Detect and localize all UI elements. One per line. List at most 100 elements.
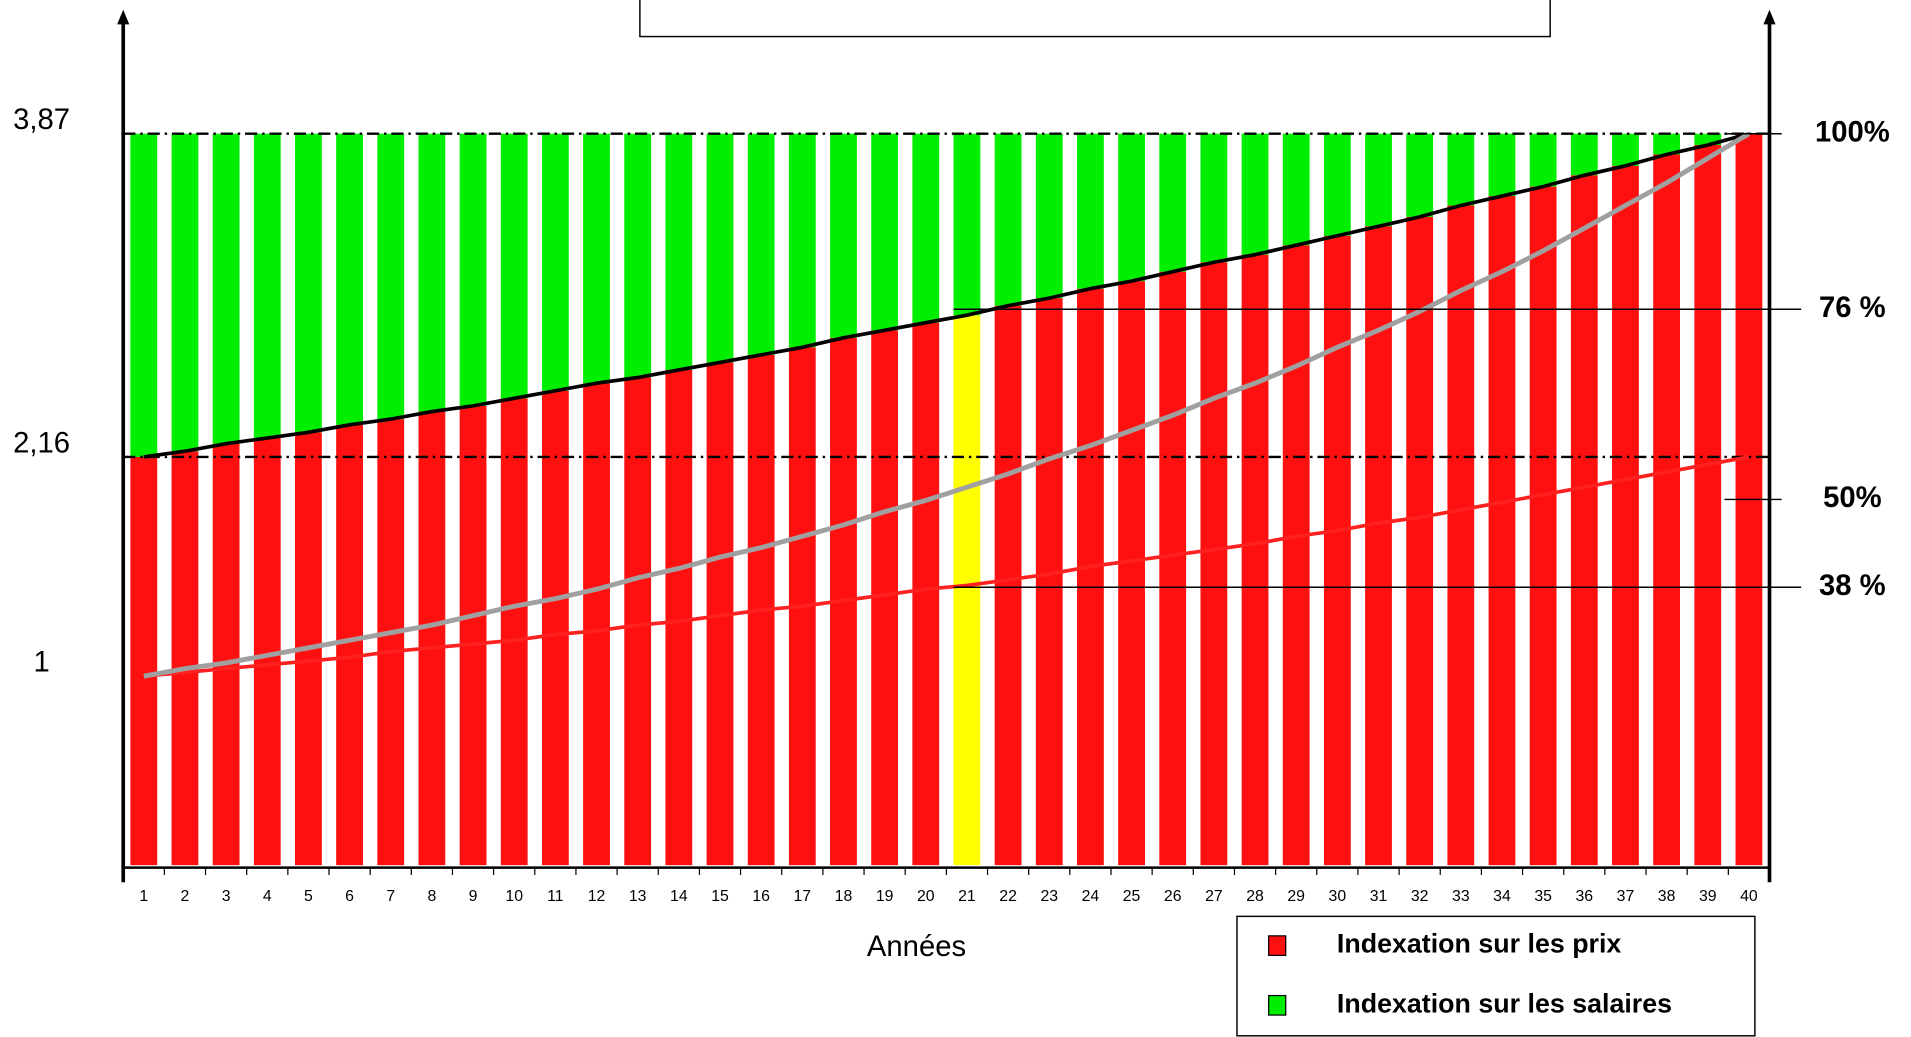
bar-segment — [1406, 133, 1434, 217]
bar-segment — [418, 133, 446, 412]
bar-segment — [953, 315, 981, 866]
bar-segment — [541, 133, 569, 391]
bar-segment — [583, 383, 610, 866]
x-tick-label: 26 — [1164, 888, 1182, 905]
bar-segment — [871, 133, 899, 331]
x-tick-label: 39 — [1699, 888, 1717, 905]
y2-tick-label: 100% — [1815, 116, 1890, 148]
x-tick-label: 29 — [1287, 888, 1305, 905]
bar-segment — [336, 424, 363, 866]
x-tick-label: 4 — [263, 888, 272, 905]
bar-segment — [1118, 281, 1145, 866]
x-axis-title: Années — [867, 931, 966, 963]
bar-segment — [665, 133, 693, 370]
legend-label: Indexation sur les salaires — [1337, 988, 1672, 1018]
bar-segment — [212, 443, 240, 866]
bar-segment — [747, 133, 775, 355]
x-tick-label: 23 — [1040, 888, 1058, 905]
bar-segment — [459, 133, 487, 406]
bar-segment — [1077, 288, 1104, 866]
bar-segment — [1694, 133, 1722, 146]
bar-segment — [1241, 254, 1269, 866]
y2-tick-label: 50% — [1823, 482, 1882, 514]
x-tick-label: 27 — [1205, 888, 1223, 905]
bar-segment — [1570, 133, 1598, 176]
bar-segment — [994, 133, 1022, 306]
x-tick-label: 2 — [181, 888, 190, 905]
x-tick-label: 37 — [1617, 888, 1635, 905]
y2-tick-label: 76 % — [1819, 292, 1886, 324]
bar-segment — [1447, 205, 1475, 866]
x-tick-label: 7 — [386, 888, 395, 905]
bar-segment — [1447, 133, 1475, 206]
bar-segment — [377, 133, 405, 420]
bar-segment — [541, 390, 569, 866]
bar-segment — [1200, 262, 1228, 866]
y-tick-label: 1 — [33, 647, 49, 679]
x-tick-label: 14 — [670, 888, 688, 905]
x-tick-label: 10 — [505, 888, 523, 905]
bar-segment — [1323, 133, 1351, 236]
x-tick-label: 34 — [1493, 888, 1511, 905]
bar-segment — [130, 456, 158, 866]
bar-segment — [418, 411, 446, 866]
x-tick-label: 12 — [588, 888, 606, 905]
x-tick-label: 28 — [1246, 888, 1264, 905]
bar-segment — [788, 133, 816, 348]
x-tick-label: 19 — [876, 888, 894, 905]
x-tick-label: 25 — [1123, 888, 1141, 905]
y-axis-arrow — [117, 9, 130, 25]
bar-segment — [212, 133, 240, 444]
x-tick-label: 6 — [345, 888, 354, 905]
bar-segment — [1612, 165, 1639, 866]
bar-segment — [706, 133, 734, 363]
x-tick-label: 35 — [1534, 888, 1552, 905]
x-tick-label: 5 — [304, 888, 313, 905]
bar-segment — [830, 133, 857, 338]
bar-segment — [912, 133, 940, 323]
x-tick-label: 38 — [1658, 888, 1676, 905]
bar-segment — [1653, 154, 1681, 866]
bar-segment — [500, 133, 528, 399]
x-tick-label: 21 — [958, 888, 976, 905]
bar-segment — [171, 133, 199, 452]
y2-tick-label: 38 % — [1819, 570, 1886, 602]
bar-segment — [624, 133, 652, 378]
bar-segment — [1159, 271, 1187, 866]
bar-segment — [1159, 133, 1187, 272]
x-tick-label: 17 — [794, 888, 812, 905]
x-tick-label: 8 — [427, 888, 436, 905]
x-tick-label: 33 — [1452, 888, 1470, 905]
x-tick-label: 30 — [1329, 888, 1347, 905]
x-tick-label: 13 — [629, 888, 647, 905]
legend-box — [1236, 915, 1756, 1037]
bar-segment — [459, 405, 487, 866]
bar-segment — [130, 133, 158, 457]
line-series — [143, 131, 1751, 679]
x-tick-label: 15 — [711, 888, 729, 905]
bar-segment — [295, 133, 322, 433]
bar-segment — [1406, 216, 1434, 866]
bar-segment — [1282, 133, 1310, 246]
bar-segment — [1529, 186, 1557, 866]
x-tick-label: 20 — [917, 888, 935, 905]
bar-segment — [583, 133, 610, 384]
bar-segment — [1241, 133, 1269, 255]
y-tick-label: 2,16 — [13, 427, 70, 459]
bar-segment — [500, 398, 528, 866]
bar-segment — [624, 377, 652, 866]
title-box — [639, 0, 1551, 38]
x-tick-label: 3 — [222, 888, 231, 905]
x-tick-label: 36 — [1575, 888, 1593, 905]
bar-segment — [1035, 298, 1063, 866]
line-series — [143, 131, 1750, 459]
x-tick-label: 24 — [1082, 888, 1100, 905]
bar-segment — [1077, 133, 1104, 289]
bar-segment — [1529, 133, 1557, 187]
bar-segment — [171, 451, 199, 866]
x-tick-label: 22 — [999, 888, 1017, 905]
legend-swatch — [1268, 994, 1287, 1016]
bar-segment — [1570, 175, 1598, 866]
